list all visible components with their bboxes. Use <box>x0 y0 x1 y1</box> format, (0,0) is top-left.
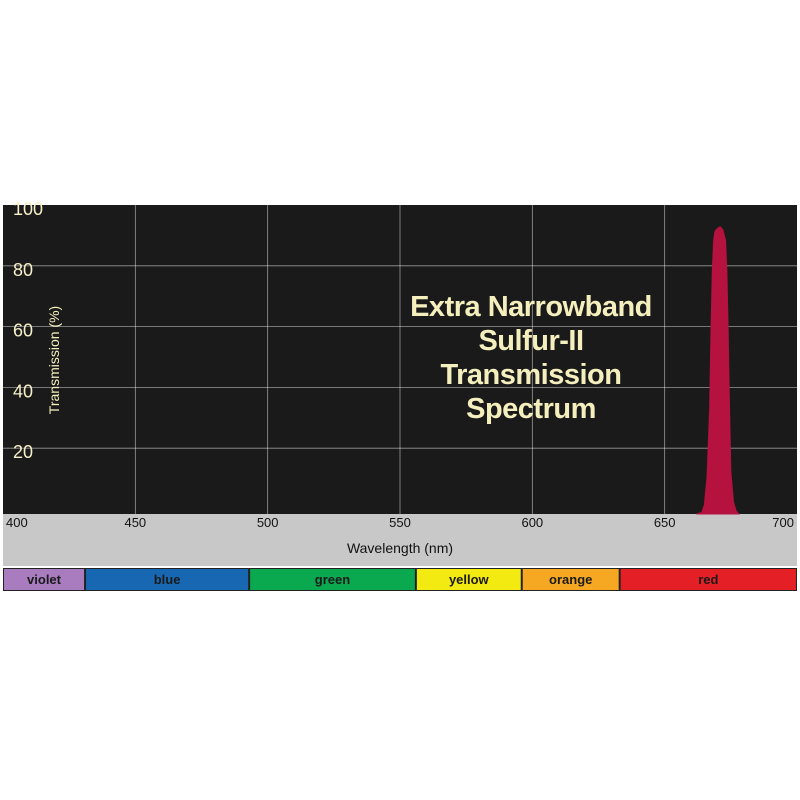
y-tick-label-3: 80 <box>13 260 33 280</box>
y-ticks: 20 40 60 80 100 <box>13 199 43 462</box>
spectrum-band-red <box>620 569 796 590</box>
transmission-curve-0 <box>696 226 740 515</box>
chart-title-line-3: Transmission <box>441 359 622 391</box>
spectrum-band-label-violet: violet <box>27 572 62 587</box>
x-axis-title: Wavelength (nm) <box>347 540 453 556</box>
spectrum-band-orange <box>522 569 619 590</box>
x-tick-label-0: 400 <box>6 515 28 530</box>
y-tick-label-1: 40 <box>13 381 33 401</box>
spectrum-color-bar: violet blue green yellow orange red <box>3 568 797 591</box>
x-tick-label-3: 550 <box>389 515 411 530</box>
chart-title: Extra Narrowband Sulfur-II Transmission … <box>410 291 652 425</box>
x-axis-strip <box>3 514 797 566</box>
spectrum-band-label-green: green <box>315 572 350 587</box>
spectrum-band-blue <box>86 569 249 590</box>
spectrum-band-green <box>250 569 415 590</box>
x-tick-label-5: 650 <box>654 515 676 530</box>
x-tick-label-4: 600 <box>521 515 543 530</box>
y-axis-title: Transmission (%) <box>46 306 62 414</box>
grid <box>3 205 797 514</box>
x-tick-label-1: 450 <box>124 515 146 530</box>
spectrum-band-violet <box>4 569 85 590</box>
chart-title-line-2: Sulfur-II <box>478 325 583 357</box>
x-tick-label-6: 700 <box>772 515 794 530</box>
chart-title-line-4: Spectrum <box>466 393 596 425</box>
y-tick-label-4: 100 <box>13 199 43 219</box>
spectrum-band-label-orange: orange <box>549 572 592 587</box>
x-ticks: 400 450 500 550 600 650 700 <box>6 515 794 530</box>
spectrum-band-label-red: red <box>698 572 718 587</box>
y-tick-label-2: 60 <box>13 321 33 341</box>
spectrum-band-label-blue: blue <box>154 572 181 587</box>
x-tick-label-2: 500 <box>257 515 279 530</box>
chart-title-line-1: Extra Narrowband <box>410 291 652 323</box>
y-tick-label-0: 20 <box>13 442 33 462</box>
spectrum-band-label-yellow: yellow <box>449 572 490 587</box>
series-group <box>696 226 740 515</box>
spectrum-band-yellow <box>416 569 521 590</box>
